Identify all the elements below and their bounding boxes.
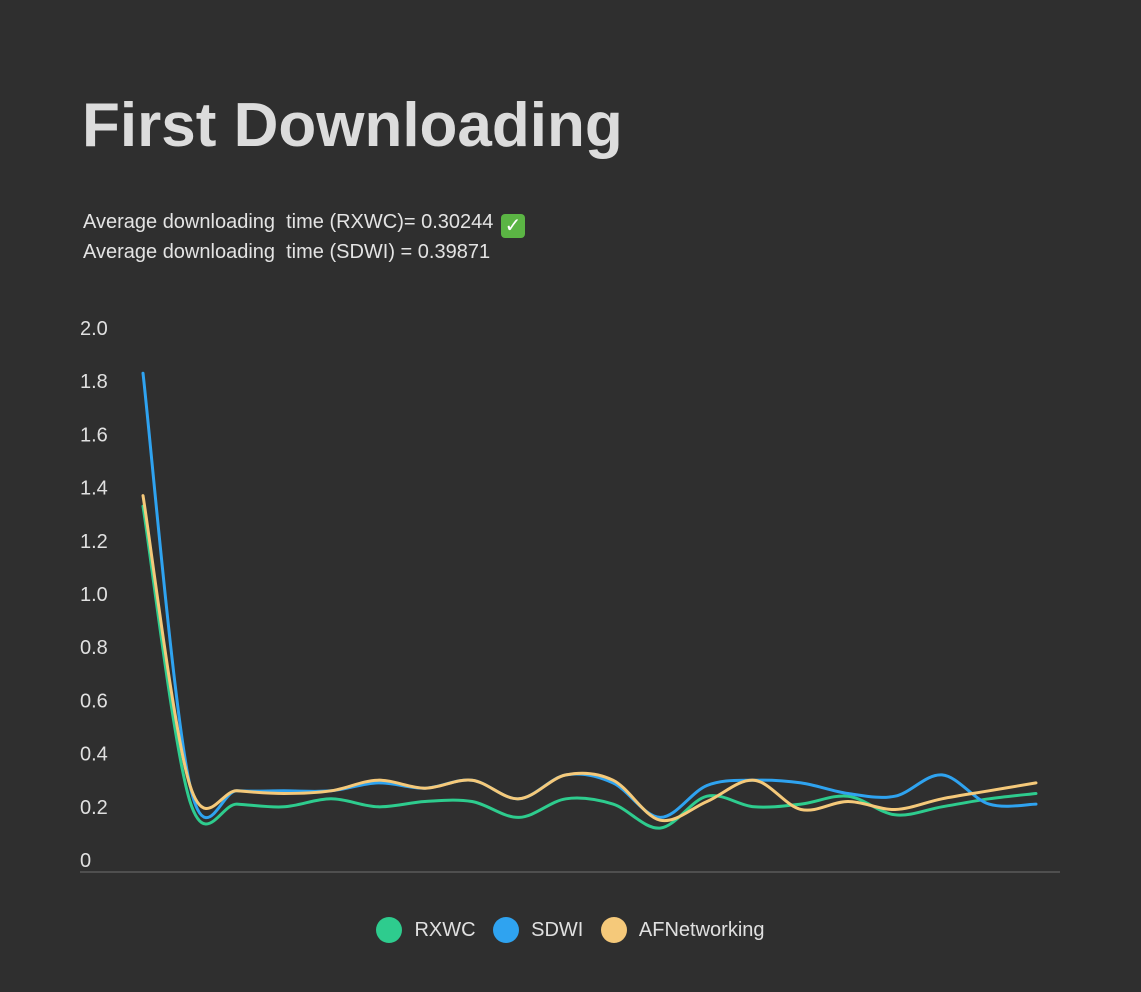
legend: RXWC SDWI AFNetworking	[0, 917, 1141, 943]
subtitle-sdwi-average: Average downloading time (SDWI) = 0.3987…	[83, 241, 491, 263]
legend-label: RXWC	[414, 919, 476, 941]
y-tick-label: 0.4	[80, 744, 108, 766]
legend-dot-icon	[376, 917, 403, 943]
y-tick-label: 0.2	[80, 797, 108, 819]
legend-item-afnetworking[interactable]: AFNetworking	[600, 917, 765, 943]
subtitle-rxwc-average: Average downloading time (RXWC)= 0.30244…	[83, 211, 525, 238]
y-axis: 0 0.2 0.4 0.6 0.8 1.0 1.2 1.4 1.6 1.8 2.0	[80, 318, 108, 872]
y-tick-label: 1.6	[80, 424, 108, 446]
series-lines	[141, 371, 1038, 830]
chart-title: First Downloading	[82, 91, 623, 160]
y-tick-label: 1.4	[80, 478, 108, 500]
y-tick-label: 0.6	[80, 690, 108, 712]
y-tick-label: 0	[80, 850, 91, 872]
y-tick-label: 1.8	[80, 371, 108, 393]
y-tick-label: 1.0	[80, 584, 108, 606]
legend-label: AFNetworking	[638, 919, 765, 941]
legend-item-sdwi[interactable]: SDWI	[493, 917, 583, 943]
legend-item-rxwc[interactable]: RXWC	[376, 917, 476, 943]
y-tick-label: 0.8	[80, 637, 108, 659]
legend-label: SDWI	[531, 919, 584, 941]
subtitle-rxwc-text: Average downloading time (RXWC)= 0.30244	[83, 211, 494, 233]
series-line-afnetworking	[141, 494, 1038, 823]
y-tick-label: 2.0	[80, 318, 108, 340]
series-line-sdwi	[141, 371, 1038, 819]
legend-dot-icon	[600, 917, 627, 943]
check-mark-icon: ✓	[500, 214, 525, 238]
series-line-rxwc	[141, 504, 1038, 830]
y-tick-label: 1.2	[80, 531, 108, 553]
legend-dot-icon	[493, 917, 520, 943]
